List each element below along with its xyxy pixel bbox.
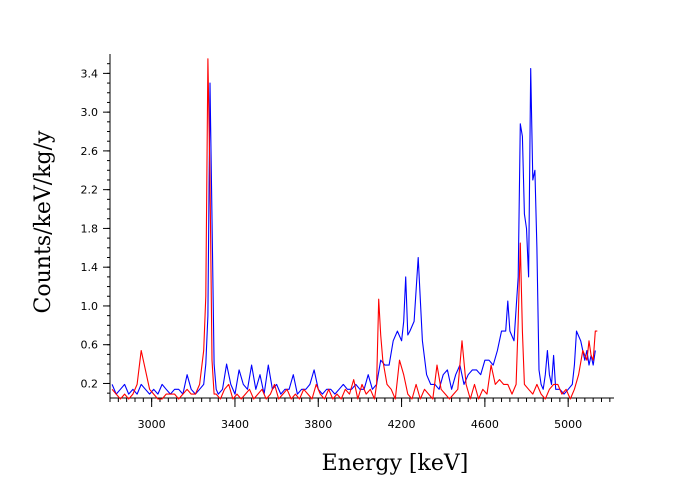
x-tick-label: 5000 xyxy=(554,418,582,431)
y-axis-ticks: 0.2 0.6 1.0 1.4 1.8 2.2 2.6 3.0 3.4 xyxy=(81,63,110,394)
series-red-line xyxy=(111,58,598,400)
y-tick-label: 2.2 xyxy=(81,184,99,197)
y-axis-title: Counts/keV/kg/y xyxy=(31,130,56,313)
x-axis-title: Energy [keV] xyxy=(322,451,469,476)
y-tick-label: 1.0 xyxy=(81,300,99,313)
series-layer xyxy=(111,58,598,400)
y-tick-label: 1.8 xyxy=(81,222,99,235)
y-tick-label: 3.0 xyxy=(81,106,99,119)
y-tick-label: 1.4 xyxy=(81,261,99,274)
y-tick-label: 0.6 xyxy=(81,339,99,352)
series-blue-line xyxy=(111,67,596,395)
y-tick-label: 3.4 xyxy=(81,67,99,80)
x-tick-label: 4600 xyxy=(471,418,499,431)
y-tick-label: 2.6 xyxy=(81,145,99,158)
x-tick-label: 3000 xyxy=(138,418,166,431)
x-tick-label: 3800 xyxy=(304,418,332,431)
x-tick-label: 4200 xyxy=(388,418,416,431)
x-axis-ticks: 3000 3400 3800 4200 4600 5000 xyxy=(109,398,611,431)
y-tick-label: 0.2 xyxy=(81,377,99,390)
x-tick-label: 3400 xyxy=(221,418,249,431)
plot-frame xyxy=(109,54,614,399)
